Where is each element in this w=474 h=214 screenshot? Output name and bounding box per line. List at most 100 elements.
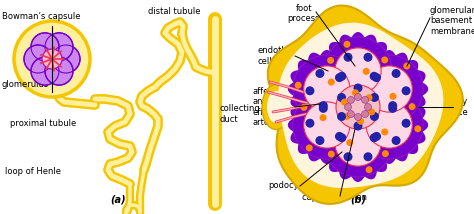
Text: (a): (a) xyxy=(110,194,126,204)
Circle shape xyxy=(327,57,334,64)
Circle shape xyxy=(14,21,90,97)
Circle shape xyxy=(409,103,416,110)
Polygon shape xyxy=(268,6,463,204)
Circle shape xyxy=(357,118,364,125)
Circle shape xyxy=(365,166,373,173)
Text: glomerular
basement
membrane: glomerular basement membrane xyxy=(430,6,474,36)
Circle shape xyxy=(392,136,401,145)
Circle shape xyxy=(354,83,363,92)
Circle shape xyxy=(370,133,379,142)
Circle shape xyxy=(324,37,392,105)
Circle shape xyxy=(315,69,324,78)
Circle shape xyxy=(335,73,344,82)
Circle shape xyxy=(328,79,335,86)
Circle shape xyxy=(370,93,379,102)
Circle shape xyxy=(341,99,348,106)
Text: capillary lumen: capillary lumen xyxy=(302,193,367,202)
Circle shape xyxy=(335,132,344,141)
Polygon shape xyxy=(350,50,428,128)
Circle shape xyxy=(388,104,397,113)
Polygon shape xyxy=(319,104,397,182)
Circle shape xyxy=(364,53,373,62)
Circle shape xyxy=(355,91,423,159)
Circle shape xyxy=(306,144,313,152)
Text: glomerulus: glomerulus xyxy=(2,79,49,89)
Circle shape xyxy=(392,69,401,78)
Circle shape xyxy=(337,133,346,142)
Circle shape xyxy=(344,113,350,120)
Circle shape xyxy=(336,85,380,129)
Circle shape xyxy=(344,152,353,161)
Circle shape xyxy=(319,104,328,113)
Circle shape xyxy=(345,104,352,110)
Circle shape xyxy=(370,112,379,121)
Circle shape xyxy=(305,119,314,128)
Circle shape xyxy=(366,102,412,148)
Circle shape xyxy=(362,97,369,103)
Circle shape xyxy=(354,122,363,131)
Circle shape xyxy=(45,33,73,61)
Circle shape xyxy=(337,112,346,121)
Text: afferent
and
efferent
arterioles: afferent and efferent arterioles xyxy=(253,87,293,127)
Circle shape xyxy=(364,152,373,161)
Circle shape xyxy=(319,114,327,121)
Text: (b): (b) xyxy=(350,194,366,204)
Circle shape xyxy=(337,72,346,81)
Circle shape xyxy=(362,111,369,117)
Circle shape xyxy=(381,128,388,135)
Circle shape xyxy=(293,55,361,123)
Circle shape xyxy=(31,57,59,85)
Circle shape xyxy=(335,48,381,94)
Text: distal tubule: distal tubule xyxy=(148,7,201,16)
Circle shape xyxy=(347,97,355,103)
Circle shape xyxy=(319,101,328,110)
Circle shape xyxy=(381,56,388,63)
Circle shape xyxy=(372,73,381,82)
Text: endothelial
cell: endothelial cell xyxy=(258,46,305,66)
Circle shape xyxy=(365,94,373,101)
Ellipse shape xyxy=(267,91,285,123)
Circle shape xyxy=(295,82,301,89)
Circle shape xyxy=(347,111,355,117)
Polygon shape xyxy=(278,23,443,188)
Circle shape xyxy=(365,104,372,110)
Circle shape xyxy=(352,89,359,96)
Circle shape xyxy=(403,62,410,70)
Circle shape xyxy=(324,109,392,177)
Circle shape xyxy=(401,86,410,95)
Polygon shape xyxy=(319,32,397,110)
Circle shape xyxy=(24,45,52,73)
Circle shape xyxy=(304,102,350,148)
Text: proximal tubule: proximal tubule xyxy=(10,119,76,128)
Circle shape xyxy=(293,91,361,159)
Circle shape xyxy=(414,125,421,132)
Circle shape xyxy=(335,120,381,166)
Text: foot
process: foot process xyxy=(288,4,320,23)
Text: collecting
duct: collecting duct xyxy=(220,104,261,124)
Circle shape xyxy=(52,45,80,73)
Circle shape xyxy=(304,66,350,112)
Circle shape xyxy=(31,33,59,61)
Circle shape xyxy=(372,132,381,141)
Text: podocyte: podocyte xyxy=(268,181,307,190)
Circle shape xyxy=(355,55,423,123)
Text: loop of Henle: loop of Henle xyxy=(5,168,61,177)
Circle shape xyxy=(305,86,314,95)
Circle shape xyxy=(45,57,73,85)
Circle shape xyxy=(344,41,350,48)
Circle shape xyxy=(355,94,362,101)
Circle shape xyxy=(363,68,370,75)
Circle shape xyxy=(301,104,308,111)
Ellipse shape xyxy=(262,85,290,129)
Circle shape xyxy=(390,93,396,100)
Circle shape xyxy=(337,93,346,102)
Circle shape xyxy=(344,53,353,62)
Circle shape xyxy=(315,136,324,145)
Circle shape xyxy=(366,66,412,112)
Circle shape xyxy=(355,113,362,120)
Circle shape xyxy=(42,49,62,69)
Circle shape xyxy=(388,101,397,110)
Circle shape xyxy=(368,108,375,115)
Circle shape xyxy=(370,72,379,81)
Circle shape xyxy=(346,139,353,146)
